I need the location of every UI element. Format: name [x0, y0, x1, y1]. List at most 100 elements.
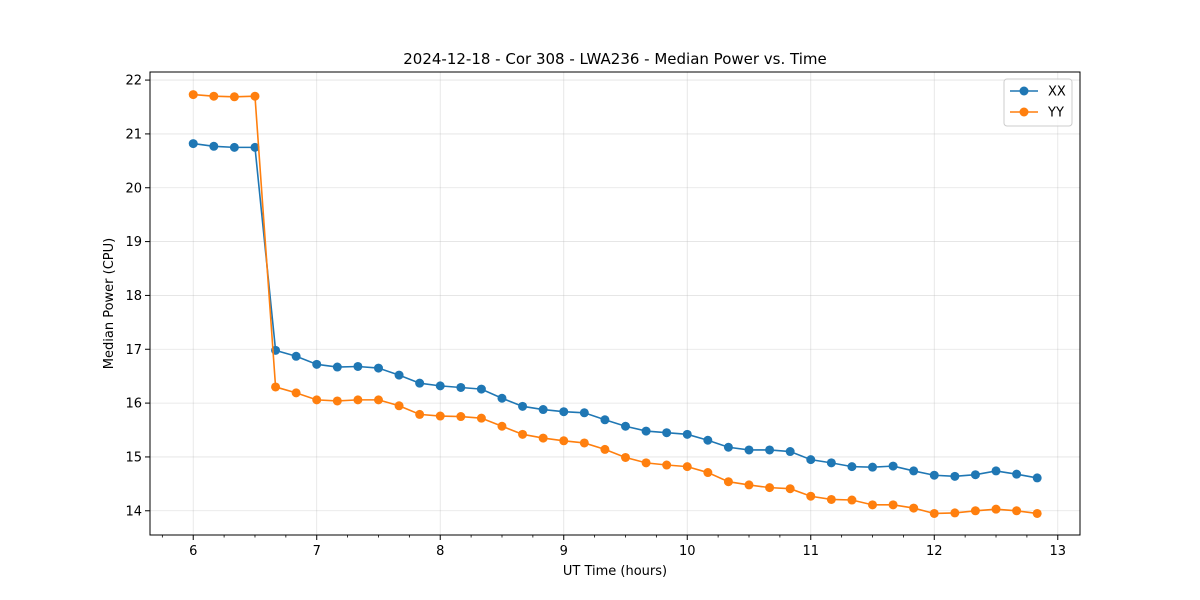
data-point-xx [456, 382, 466, 392]
y-tick-label: 14 [125, 504, 142, 519]
data-point-xx [1012, 469, 1022, 479]
x-tick-label: 13 [1049, 544, 1066, 559]
y-tick-label: 18 [125, 289, 142, 304]
y-tick-label: 17 [125, 343, 142, 358]
plot-area-frame [149, 71, 1081, 536]
y-axis-label: Median Power (CPU) [102, 238, 117, 369]
data-point-xx [703, 435, 713, 445]
data-point-xx [518, 401, 528, 411]
data-point-xx [909, 466, 919, 476]
data-point-xx [723, 442, 733, 452]
y-tick-label: 20 [125, 181, 142, 196]
data-point-xx [621, 421, 630, 431]
data-point-yy [970, 506, 980, 516]
data-point-xx [929, 470, 939, 480]
data-point-xx [600, 415, 610, 425]
data-point-yy [332, 396, 342, 406]
data-point-xx [847, 462, 857, 472]
x-tick-label: 8 [436, 544, 444, 559]
data-point-yy [847, 495, 857, 505]
data-point-xx [806, 455, 816, 465]
data-point-xx [641, 426, 651, 436]
data-point-yy [641, 458, 651, 468]
data-point-xx [250, 142, 260, 152]
data-point-xx [415, 378, 425, 388]
data-point-xx [682, 429, 692, 439]
data-point-yy [662, 460, 672, 470]
data-point-xx [579, 408, 589, 418]
data-point-xx [662, 428, 672, 438]
data-point-yy [250, 91, 260, 101]
x-tick-label: 9 [560, 544, 568, 559]
data-point-yy [518, 429, 528, 439]
data-point-xx [229, 142, 239, 152]
y-tick-label: 22 [125, 74, 142, 89]
x-tick-label: 10 [679, 544, 696, 559]
data-point-xx [868, 462, 878, 472]
data-point-yy [909, 503, 919, 513]
legend-marker-yy [1019, 107, 1029, 117]
data-point-xx [291, 351, 301, 361]
data-point-xx [888, 461, 898, 471]
data-point-xx [559, 407, 569, 417]
data-point-yy [868, 500, 878, 510]
data-point-xx [826, 458, 836, 468]
data-point-yy [312, 395, 322, 405]
data-point-yy [621, 452, 630, 462]
data-point-xx [538, 405, 548, 415]
data-point-xx [744, 445, 754, 455]
data-point-yy [456, 412, 466, 422]
data-point-yy [435, 411, 445, 421]
data-point-yy [1032, 508, 1042, 518]
data-point-yy [826, 494, 836, 504]
data-point-yy [538, 433, 548, 443]
data-point-yy [559, 436, 569, 446]
x-tick-label: 12 [926, 544, 943, 559]
data-point-yy [950, 508, 960, 518]
data-point-yy [497, 421, 507, 431]
data-point-yy [271, 382, 281, 392]
data-point-yy [888, 500, 898, 510]
y-axis-ticks: 14 15 16 17 18 19 20 21 22 [125, 74, 150, 519]
data-point-xx [353, 361, 363, 371]
data-point-yy [291, 388, 301, 398]
plot-series [188, 90, 1042, 518]
data-point-xx [765, 445, 775, 455]
y-tick-label: 21 [125, 127, 142, 142]
x-tick-label: 7 [313, 544, 321, 559]
data-point-xx [785, 447, 795, 457]
data-point-yy [785, 484, 795, 494]
data-point-xx [970, 470, 980, 480]
data-point-xx [209, 141, 219, 151]
data-point-yy [723, 477, 733, 487]
data-point-yy [415, 409, 425, 419]
data-point-yy [373, 395, 383, 405]
data-point-yy [209, 91, 219, 101]
data-point-yy [188, 90, 198, 100]
data-point-yy [682, 462, 692, 472]
y-tick-label: 16 [125, 397, 142, 412]
x-axis-label: UT Time (hours) [563, 564, 667, 579]
data-point-xx [476, 384, 486, 394]
data-point-xx [497, 393, 507, 403]
data-point-yy [579, 438, 589, 448]
x-tick-label: 6 [189, 544, 197, 559]
legend-marker-xx [1019, 86, 1029, 96]
data-point-xx [188, 139, 198, 149]
data-point-yy [600, 444, 610, 454]
data-point-xx [394, 370, 404, 380]
data-point-yy [991, 504, 1001, 514]
y-tick-label: 15 [125, 450, 142, 465]
legend-label-xx: XX [1048, 85, 1066, 100]
data-point-xx [373, 363, 383, 373]
data-point-yy [765, 483, 775, 493]
data-point-xx [1032, 473, 1042, 483]
legend-label-yy: YY [1047, 106, 1064, 121]
data-point-yy [929, 508, 939, 518]
chart-title: 2024-12-18 - Cor 308 - LWA236 - Median P… [403, 50, 827, 68]
grid-lines [150, 72, 1080, 535]
data-point-yy [1012, 506, 1022, 516]
y-tick-label: 19 [125, 235, 142, 250]
x-axis-ticks: 6 7 8 9 10 11 12 13 [161, 535, 1066, 559]
